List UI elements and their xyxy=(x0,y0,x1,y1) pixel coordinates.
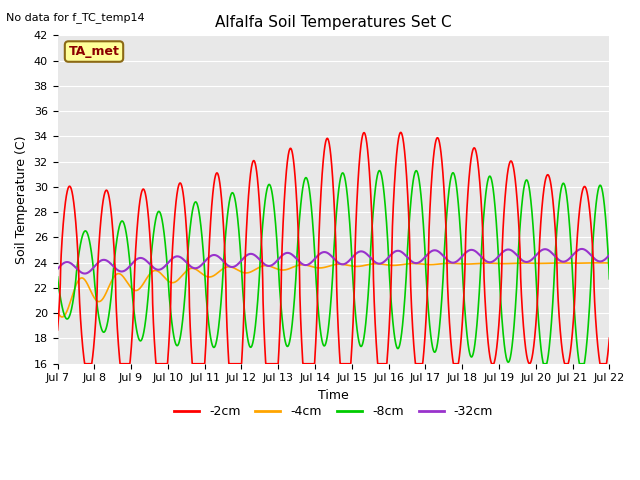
Text: TA_met: TA_met xyxy=(68,45,120,58)
Legend: -2cm, -4cm, -8cm, -32cm: -2cm, -4cm, -8cm, -32cm xyxy=(169,400,498,423)
Text: No data for f_TC_temp14: No data for f_TC_temp14 xyxy=(6,12,145,23)
X-axis label: Time: Time xyxy=(318,389,349,402)
Y-axis label: Soil Temperature (C): Soil Temperature (C) xyxy=(15,135,28,264)
Title: Alfalfa Soil Temperatures Set C: Alfalfa Soil Temperatures Set C xyxy=(215,15,452,30)
